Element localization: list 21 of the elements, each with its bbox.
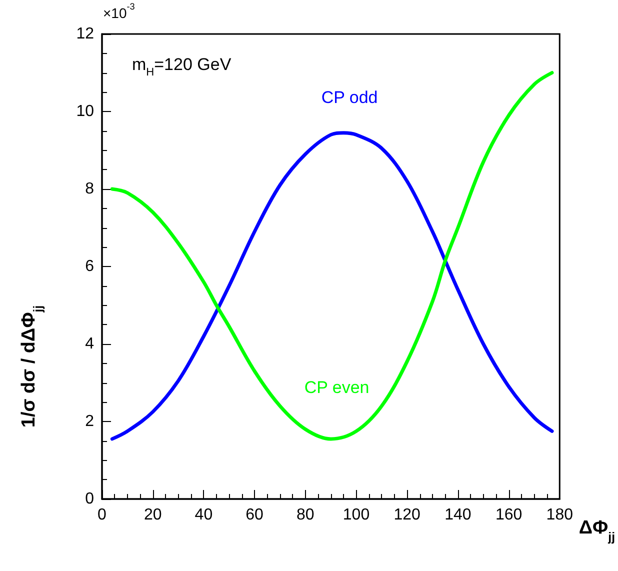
x-tick-label: 80 bbox=[296, 506, 314, 524]
x-tick-label: 60 bbox=[246, 506, 264, 524]
series-label: CP even bbox=[304, 378, 370, 397]
y-tick-label: 0 bbox=[85, 490, 94, 508]
y-tick-label: 8 bbox=[85, 180, 94, 198]
x-tick-label: 20 bbox=[144, 506, 162, 524]
x-tick-label: 100 bbox=[342, 506, 370, 524]
y-tick-label: 6 bbox=[85, 258, 94, 275]
x-tick-label: 0 bbox=[98, 506, 107, 524]
y-tick-label: 10 bbox=[76, 103, 94, 120]
x-tick-label: 40 bbox=[194, 506, 213, 524]
y-axis-title: 1/σ dσ / dΔΦjj bbox=[18, 305, 45, 428]
y-tick-label: 2 bbox=[85, 413, 94, 430]
x-tick-label: 160 bbox=[495, 506, 522, 524]
x-tick-label: 180 bbox=[546, 506, 574, 524]
y-tick-label: 4 bbox=[85, 336, 94, 352]
line-series bbox=[110, 131, 554, 441]
x-tick-label: 120 bbox=[394, 506, 421, 524]
y-tick-label: 12 bbox=[76, 26, 94, 42]
series-label: CP odd bbox=[321, 88, 378, 107]
x-tick-label: 140 bbox=[444, 506, 472, 524]
